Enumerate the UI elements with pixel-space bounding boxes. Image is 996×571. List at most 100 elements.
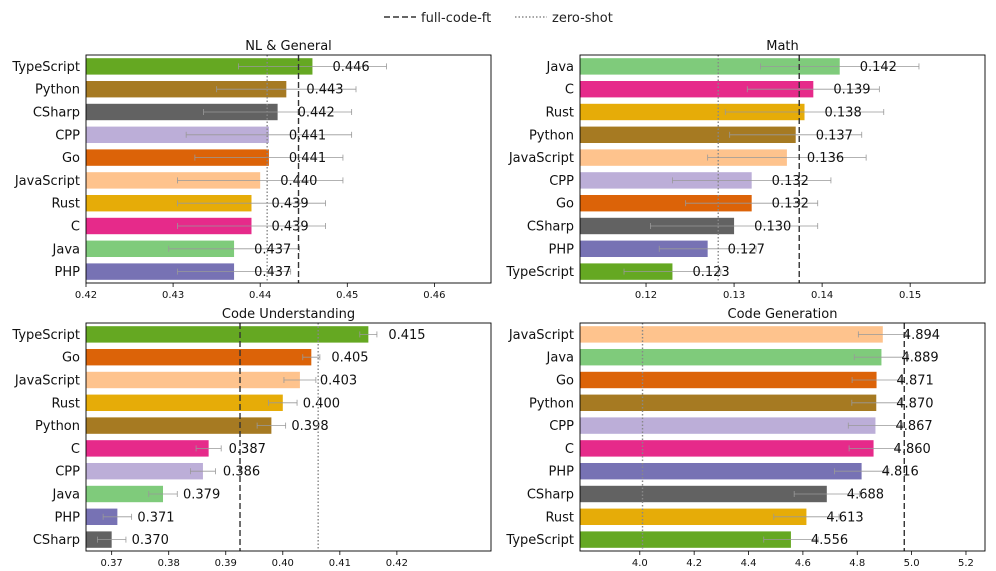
bar-java <box>580 58 840 75</box>
bar-go <box>580 371 877 389</box>
value-label-javascript: 4.894 <box>903 328 940 343</box>
value-label-c: 0.387 <box>229 442 266 457</box>
bar-go <box>86 149 269 166</box>
category-label-go: Go <box>62 351 80 366</box>
category-label-python: Python <box>35 419 80 434</box>
value-label-python: 0.137 <box>816 128 853 143</box>
panel-code-understanding: Code Understanding 0.415 TypeScript 0.405 Go… <box>11 307 492 569</box>
bar-typescript <box>580 531 791 548</box>
x-tick-label: 0.14 <box>811 290 833 301</box>
value-label-javascript: 0.136 <box>807 151 844 166</box>
bar-java <box>86 485 164 503</box>
category-label-typescript: TypeScript <box>505 533 574 548</box>
value-label-go: 0.132 <box>772 197 809 212</box>
x-tick-label: 5.2 <box>958 558 974 569</box>
category-label-python: Python <box>529 396 574 411</box>
bar-c <box>580 80 814 98</box>
category-label-csharp: CSharp <box>527 488 574 503</box>
value-label-rust: 4.613 <box>826 510 863 525</box>
value-label-rust: 0.439 <box>271 197 308 212</box>
category-label-typescript: TypeScript <box>505 265 574 280</box>
x-tick-label: 0.40 <box>272 558 294 569</box>
category-label-cpp: CPP <box>55 465 80 480</box>
category-label-go: Go <box>62 151 80 166</box>
value-label-typescript: 0.123 <box>692 265 729 280</box>
axes-frame <box>579 54 986 284</box>
value-label-csharp: 0.370 <box>132 533 169 548</box>
bar-go <box>580 194 752 212</box>
category-label-python: Python <box>35 83 80 98</box>
category-label-rust: Rust <box>545 510 574 525</box>
category-label-java: Java <box>546 60 574 75</box>
x-tick-label: 0.45 <box>336 290 358 301</box>
bar-python <box>580 126 796 144</box>
bar-php <box>580 462 862 480</box>
category-label-csharp: CSharp <box>527 220 574 235</box>
category-label-php: PHP <box>55 510 81 525</box>
bar-php <box>86 263 235 280</box>
category-label-python: Python <box>529 128 574 143</box>
bar-python <box>580 394 877 412</box>
bar-cpp <box>580 417 876 434</box>
legend-full-code-ft-label: full-code-ft <box>421 11 491 26</box>
bar-csharp <box>86 103 278 121</box>
bar-javascript <box>86 172 261 189</box>
category-label-go: Go <box>556 197 574 212</box>
bar-javascript <box>580 326 883 343</box>
value-label-php: 0.437 <box>254 265 291 280</box>
bar-rust <box>86 194 252 212</box>
category-label-typescript: TypeScript <box>11 328 80 343</box>
bar-rust <box>86 394 283 412</box>
value-label-c: 0.439 <box>271 220 308 235</box>
bar-php <box>580 240 708 258</box>
value-label-cpp: 0.132 <box>772 174 809 189</box>
bar-cpp <box>580 172 752 189</box>
x-tick-label: 5.0 <box>904 558 920 569</box>
value-label-java: 0.142 <box>860 60 897 75</box>
panel-title: Code Generation <box>728 307 838 322</box>
value-label-cpp: 4.867 <box>895 419 932 434</box>
x-tick-label: 0.42 <box>75 290 97 301</box>
bar-go <box>86 348 312 366</box>
value-label-csharp: 4.688 <box>847 488 884 503</box>
bar-c <box>86 440 209 457</box>
category-label-php: PHP <box>55 265 81 280</box>
bar-javascript <box>86 371 300 389</box>
category-label-java: Java <box>52 242 80 257</box>
x-tick-label: 0.44 <box>249 290 271 301</box>
category-label-rust: Rust <box>545 106 574 121</box>
category-label-c: C <box>71 442 80 457</box>
category-label-java: Java <box>52 488 80 503</box>
x-tick-label: 4.2 <box>686 558 702 569</box>
bar-typescript <box>86 58 313 75</box>
x-tick-label: 0.46 <box>423 290 445 301</box>
category-label-csharp: CSharp <box>33 533 80 548</box>
value-label-go: 0.405 <box>331 351 368 366</box>
bar-python <box>86 417 272 434</box>
panel-title: Math <box>766 39 799 54</box>
value-label-java: 4.889 <box>901 351 938 366</box>
value-label-go: 4.871 <box>897 374 934 389</box>
x-tick-label: 4.0 <box>632 558 648 569</box>
category-label-javascript: JavaScript <box>508 151 574 166</box>
legend-zero-shot-label: zero-shot <box>552 11 613 26</box>
x-tick-label: 4.4 <box>741 558 757 569</box>
category-label-c: C <box>565 442 574 457</box>
x-tick-label: 0.12 <box>635 290 657 301</box>
axes-frame <box>85 54 492 284</box>
category-label-cpp: CPP <box>55 128 80 143</box>
value-label-rust: 0.400 <box>303 396 340 411</box>
panel-math: Math 0.142 Java 0.139 C 0.138 Rust 0.137 Python 0… <box>505 39 986 301</box>
panel-title: Code Understanding <box>222 307 355 322</box>
bar-cpp <box>86 126 269 144</box>
bar-java <box>86 240 235 258</box>
panel-code-generation: Code Generation 4.894 JavaScript 4.889 Java 4… <box>505 307 986 569</box>
category-label-typescript: TypeScript <box>11 60 80 75</box>
value-label-cpp: 0.386 <box>223 465 260 480</box>
x-tick-label: 0.41 <box>329 558 351 569</box>
x-tick-label: 0.42 <box>386 558 408 569</box>
category-label-php: PHP <box>549 242 575 257</box>
bar-javascript <box>580 149 787 166</box>
x-tick-label: 4.6 <box>795 558 811 569</box>
